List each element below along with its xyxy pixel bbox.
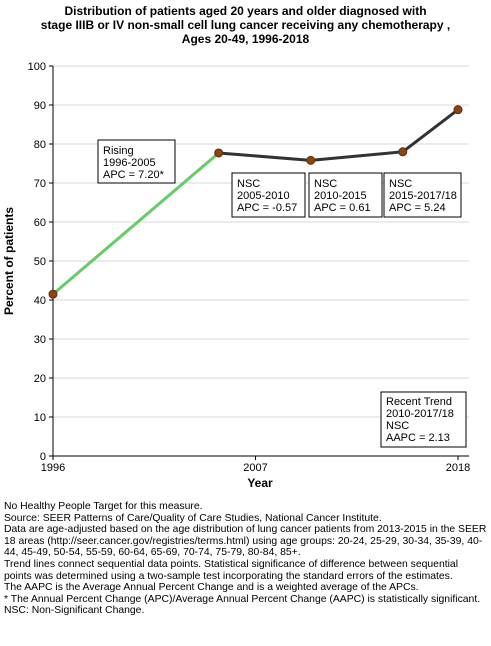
trend-segment xyxy=(217,151,313,162)
annotation-nsc-2005-2010: NSC 2005-2010 APC = -0.57 xyxy=(231,172,306,218)
footnote: NSC: Non-Significant Change. xyxy=(4,605,145,617)
annotation-line: APC = -0.57 xyxy=(237,202,297,214)
data-point xyxy=(306,155,316,165)
annotation-line: 2010-2015 xyxy=(314,190,367,202)
annotation-line: Recent Trend xyxy=(386,396,452,408)
y-tick-label: 0 xyxy=(40,451,46,463)
y-tick-label: 60 xyxy=(34,217,46,229)
x-ticks: 1996 2007 2018 xyxy=(41,456,470,474)
annotation-line: APC = 5.24 xyxy=(389,202,446,214)
footnote: Source: SEER Patterns of Care/Quality of… xyxy=(4,512,382,524)
footnote: No Healthy People Target for this measur… xyxy=(4,501,203,512)
annotation-box xyxy=(97,139,176,184)
y-tick-label: 90 xyxy=(34,100,46,112)
data-point xyxy=(48,289,58,299)
x-tick-label: 1996 xyxy=(41,462,65,474)
footnote: Data are age-adjusted based on the age d… xyxy=(4,524,487,559)
annotation-text: NSC 2005-2010 APC = -0.57 xyxy=(237,178,297,214)
data-points xyxy=(48,105,463,299)
y-tick-label: 30 xyxy=(34,334,46,346)
trend-segment xyxy=(309,150,405,162)
annotation-nsc-2015-2017: NSC 2015-2017/18 APC = 5.24 xyxy=(383,172,462,218)
x-tick-label: 2007 xyxy=(243,462,267,474)
y-tick-label: 70 xyxy=(34,178,46,190)
annotation-box xyxy=(380,391,467,448)
annotation-line: 1996-2005 xyxy=(103,157,156,169)
annotation-text: Recent Trend 2010-2017/18 NSC AAPC = 2.1… xyxy=(386,396,457,444)
annotation-line: AAPC = 2.13 xyxy=(386,432,450,444)
y-tick-label: 80 xyxy=(34,139,46,151)
annotation-rising: Rising 1996-2005 APC = 7.20* xyxy=(97,139,176,184)
trend-chart: 0 10 20 30 40 50 60 70 80 90 100 1996 2007 2018 Year… xyxy=(2,61,470,490)
footnote: Trend lines connect sequential data poin… xyxy=(4,558,459,582)
trend-lines xyxy=(51,108,460,296)
y-tick-label: 50 xyxy=(34,256,46,268)
data-point xyxy=(398,147,408,157)
footnotes: No Healthy People Target for this measur… xyxy=(4,501,488,617)
y-tick-label: 40 xyxy=(34,295,46,307)
annotation-line: 2015-2017/18 xyxy=(389,190,457,202)
y-tick-label: 100 xyxy=(28,61,46,73)
annotation-line: 2005-2010 xyxy=(237,190,290,202)
annotation-line: NSC xyxy=(237,178,260,190)
chart-title: Distribution of patients aged 20 years a… xyxy=(0,4,491,46)
annotation-line: Rising xyxy=(103,145,134,157)
footnote: * The Annual Percent Change (APC)/Averag… xyxy=(4,593,481,605)
annotation-line: APC = 0.61 xyxy=(314,202,371,214)
x-tick-label: 2018 xyxy=(446,462,470,474)
annotation-box xyxy=(308,172,383,218)
y-tick-label: 10 xyxy=(34,412,46,424)
data-point xyxy=(214,148,224,158)
title-line: Ages 20-49, 1996-2018 xyxy=(181,32,310,46)
title-line: stage IIIB or IV non-small cell lung can… xyxy=(40,18,451,32)
annotation-line: 2010-2017/18 xyxy=(386,408,454,420)
title-line: Distribution of patients aged 20 years a… xyxy=(64,4,427,18)
annotation-line: NSC xyxy=(314,178,337,190)
annotation-text: NSC 2015-2017/18 APC = 5.24 xyxy=(389,178,460,214)
y-axis-label: Percent of patients xyxy=(2,207,16,315)
annotation-text: NSC 2010-2015 APC = 0.61 xyxy=(314,178,371,214)
y-tick-label: 20 xyxy=(34,373,46,385)
annotation-recent-trend: Recent Trend 2010-2017/18 NSC AAPC = 2.1… xyxy=(380,391,467,448)
annotation-line: NSC xyxy=(389,178,412,190)
annotation-box xyxy=(231,172,306,218)
footnote: The AAPC is the Average Annual Percent C… xyxy=(4,582,419,594)
y-ticks: 0 10 20 30 40 50 60 70 80 90 100 xyxy=(28,61,53,463)
annotation-nsc-2010-2015: NSC 2010-2015 APC = 0.61 xyxy=(308,172,383,218)
x-axis-label: Year xyxy=(247,476,273,490)
trend-segment xyxy=(401,108,460,154)
annotation-text: Rising 1996-2005 APC = 7.20* xyxy=(103,145,165,181)
annotation-box xyxy=(383,172,462,218)
annotation-line: APC = 7.20* xyxy=(103,169,165,181)
data-point xyxy=(453,105,463,115)
trend-segment xyxy=(51,151,221,296)
annotation-line: NSC xyxy=(386,420,409,432)
